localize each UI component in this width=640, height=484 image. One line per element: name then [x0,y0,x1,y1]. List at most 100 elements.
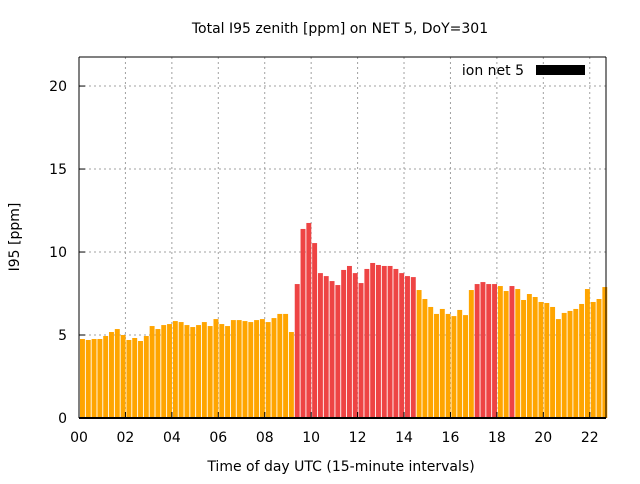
x-tick-label: 10 [302,430,320,446]
bar [445,313,451,418]
bar [561,312,567,418]
x-tick-label: 00 [70,430,88,446]
bar [294,284,300,418]
bar [190,327,196,418]
bar [544,302,550,418]
bar [103,336,109,418]
bar [178,322,184,418]
bar [457,309,463,418]
bar [584,289,590,418]
bar [428,306,434,418]
bar [161,325,167,418]
bar [474,284,480,418]
bar [271,318,277,418]
y-tick-label: 15 [49,162,67,178]
bar [364,268,370,418]
bar [143,336,149,418]
bar [329,281,335,418]
bar [567,310,573,418]
bar [236,320,242,418]
x-tick-label: 16 [442,430,460,446]
bar [509,286,515,418]
bar [288,332,294,418]
bar [213,319,219,418]
y-tick-label: 10 [49,245,67,261]
tick-labels: 0 5 10 15 20 00 02 04 06 08 10 12 14 16 18 20 22 [49,79,598,446]
bar [399,273,405,418]
bar [172,321,178,418]
chart-title: Total I95 zenith [ppm] on NET 5, DoY=301 [191,21,488,37]
bar [265,322,271,418]
bar [521,299,527,418]
bar [225,326,231,418]
bar [80,338,85,418]
bar [376,264,381,418]
bar [555,319,561,418]
bar [352,273,358,418]
bar [416,290,422,418]
bar [439,308,445,418]
bar [393,268,399,418]
x-tick-label: 14 [395,430,413,446]
bar [497,286,503,418]
bar [468,290,474,418]
bar [410,277,416,418]
bar [405,276,410,418]
bar [254,320,260,418]
y-tick-label: 20 [49,79,67,95]
bar [579,303,585,418]
bar [550,306,556,418]
bar [596,298,602,418]
bar [85,339,91,418]
bar [381,265,387,418]
bar [109,332,114,418]
bar [230,320,236,418]
x-tick-label: 06 [209,430,227,446]
bar [207,326,213,418]
bar [503,291,509,418]
bar [126,339,132,418]
bar [201,322,207,418]
bar [277,313,283,418]
bar [97,338,103,418]
bar [248,322,254,418]
bar [167,324,172,418]
bar [515,289,521,418]
bar [480,282,486,418]
bar [451,316,457,418]
bar [300,228,306,418]
bar [538,301,544,418]
bar [370,262,376,418]
bar [317,273,323,418]
bar [434,313,439,418]
bar [149,326,155,418]
bar [346,265,352,418]
bar [341,269,347,418]
x-tick-label: 18 [488,430,506,446]
bar [323,276,329,418]
bar [358,283,364,418]
bar [259,319,265,418]
x-tick-label: 22 [581,430,599,446]
x-tick-label: 08 [256,430,274,446]
x-tick-label: 04 [163,430,181,446]
bar [486,284,492,418]
bar [335,285,341,418]
bar [138,340,143,418]
x-tick-label: 20 [534,430,552,446]
legend-label: ion net 5 [462,63,524,79]
y-tick-label: 5 [58,328,67,344]
x-tick-label: 02 [117,430,135,446]
bar [184,325,190,418]
bar [573,308,579,418]
bar [219,324,225,418]
bar [602,287,608,418]
bar [463,315,468,418]
bar [283,313,289,418]
bar [91,338,97,418]
bar [114,329,120,418]
axes [78,56,607,419]
bars [80,222,608,418]
y-tick-label: 0 [58,411,67,427]
